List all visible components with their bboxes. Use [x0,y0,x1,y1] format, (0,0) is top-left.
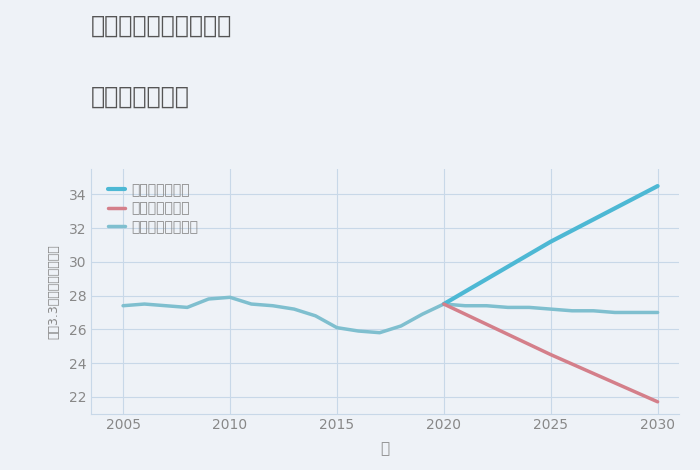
Y-axis label: 平（3.3㎡）単価（万円）: 平（3.3㎡）単価（万円） [47,244,60,339]
ノーマルシナリオ [269,303,277,308]
ノーマルシナリオ [375,330,384,336]
バッドシナリオ [547,352,555,357]
ノーマルシナリオ [354,328,363,334]
ノーマルシナリオ [183,305,191,310]
ノーマルシナリオ [226,295,234,300]
ノーマルシナリオ [418,311,426,317]
ノーマルシナリオ [653,310,662,315]
ノーマルシナリオ [204,296,213,302]
ノーマルシナリオ [504,305,512,310]
ノーマルシナリオ [247,301,256,307]
ノーマルシナリオ [397,323,405,329]
Text: 土地の価格推移: 土地の価格推移 [91,85,190,109]
Legend: グッドシナリオ, バッドシナリオ, ノーマルシナリオ: グッドシナリオ, バッドシナリオ, ノーマルシナリオ [104,179,203,239]
グッドシナリオ [440,301,448,307]
ノーマルシナリオ [547,306,555,312]
ノーマルシナリオ [312,313,320,319]
Line: ノーマルシナリオ: ノーマルシナリオ [123,298,657,333]
グッドシナリオ [653,183,662,189]
ノーマルシナリオ [589,308,598,313]
ノーマルシナリオ [332,325,341,330]
Line: バッドシナリオ: バッドシナリオ [444,304,657,402]
ノーマルシナリオ [162,303,170,308]
ノーマルシナリオ [119,303,127,308]
ノーマルシナリオ [461,303,470,308]
Text: 愛知県碧南市相生町の: 愛知県碧南市相生町の [91,14,232,38]
Line: グッドシナリオ: グッドシナリオ [444,186,657,304]
ノーマルシナリオ [440,301,448,307]
ノーマルシナリオ [140,301,148,307]
ノーマルシナリオ [568,308,576,313]
ノーマルシナリオ [482,303,491,308]
X-axis label: 年: 年 [380,441,390,456]
ノーマルシナリオ [610,310,619,315]
ノーマルシナリオ [525,305,533,310]
バッドシナリオ [440,301,448,307]
グッドシナリオ [547,239,555,244]
ノーマルシナリオ [632,310,640,315]
バッドシナリオ [653,399,662,405]
ノーマルシナリオ [290,306,298,312]
